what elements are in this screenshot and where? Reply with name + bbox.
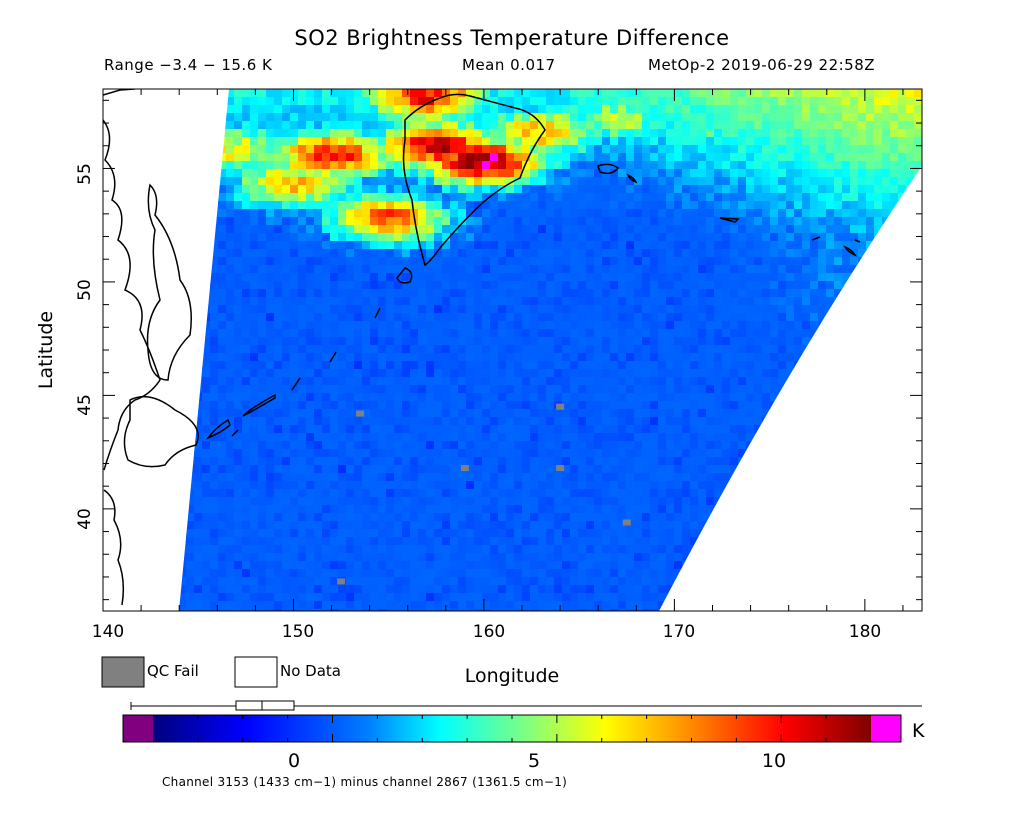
x-tick-label: 180 bbox=[848, 622, 882, 642]
qc-fail-pixel bbox=[460, 465, 469, 472]
qc-fail-pixel bbox=[556, 403, 565, 410]
range-label: Range −3.4 − 15.6 K bbox=[104, 56, 273, 74]
y-tick-label: 50 bbox=[75, 279, 95, 301]
range-bar bbox=[130, 700, 922, 711]
no-data-label: No Data bbox=[280, 662, 341, 680]
channel-caption: Channel 3153 (1433 cm−1) minus channel 2… bbox=[162, 775, 568, 789]
colorbar-tick-label: 5 bbox=[527, 750, 541, 772]
mean-label: Mean 0.017 bbox=[462, 56, 556, 74]
x-axis-label: Longitude bbox=[464, 665, 560, 687]
y-tick-label: 40 bbox=[75, 508, 95, 530]
satellite-time-label: MetOp-2 2019-06-29 22:58Z bbox=[648, 56, 876, 74]
x-tick-label: 140 bbox=[91, 622, 125, 642]
chart-title: SO2 Brightness Temperature Difference bbox=[294, 26, 730, 50]
y-axis-label: Latitude bbox=[35, 310, 57, 390]
colorbar-tick-label: 10 bbox=[761, 750, 787, 772]
x-tick-label: 170 bbox=[662, 622, 696, 642]
colorbar-tick-label: 0 bbox=[287, 750, 301, 772]
qc-fail-pixel bbox=[356, 410, 365, 417]
coastlines bbox=[103, 89, 861, 606]
qc-fail-label: QC Fail bbox=[147, 662, 199, 680]
axis-ticks bbox=[102, 89, 922, 611]
qc-fail-swatch bbox=[101, 656, 145, 688]
x-tick-label: 150 bbox=[281, 622, 315, 642]
qc-fail-pixel bbox=[556, 465, 565, 472]
colorbar-unit: K bbox=[912, 720, 925, 742]
x-tick-label: 160 bbox=[472, 622, 506, 642]
y-tick-label: 55 bbox=[75, 163, 95, 185]
y-tick-label: 45 bbox=[75, 394, 95, 416]
no-data-swatch bbox=[234, 656, 278, 688]
colorbar bbox=[122, 714, 902, 743]
qc-fail-pixel bbox=[337, 578, 346, 585]
data-swath bbox=[179, 89, 922, 611]
qc-fail-pixel bbox=[622, 519, 631, 526]
